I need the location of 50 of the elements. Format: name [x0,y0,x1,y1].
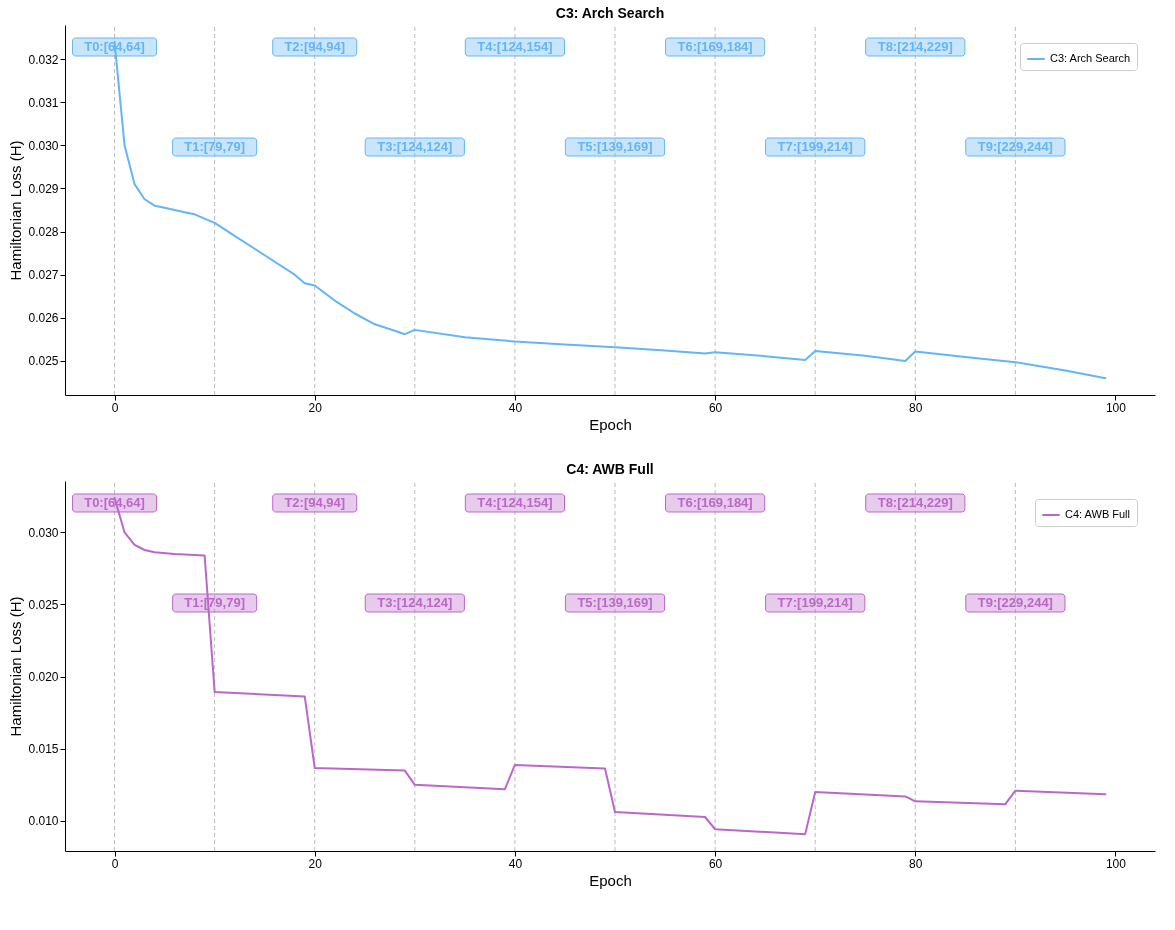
x-tick-label: 60 [708,856,723,871]
annotation: T5:[139,169] [577,595,653,610]
annotation: T9:[229,244] [977,139,1053,154]
y-tick-label: 0.030 [28,138,59,153]
y-tick-label: 0.029 [28,181,59,196]
annotation: T8:[214,229] [877,495,953,510]
y-tick-label: 0.025 [28,354,59,369]
y-tick-label: 0.031 [28,95,59,110]
x-tick-label: 100 [1105,400,1127,415]
annotation: T4:[124,154] [477,39,553,54]
annotation: T7:[199,214] [777,595,853,610]
y-tick-label: 0.010 [28,814,59,829]
x-tick-label: 40 [508,400,523,415]
x-tick-label: 60 [708,400,723,415]
x-tick-label: 0 [111,400,119,415]
annotation: T5:[139,169] [577,139,653,154]
annotation: T3:[124,124] [377,595,453,610]
y-tick-label: 0.025 [28,597,59,612]
y-tick-label: 0.015 [28,742,59,757]
x-tick-label: 80 [909,400,923,415]
x-tick-label: 20 [308,856,323,871]
legend-label: C3: Arch Search [1050,52,1131,64]
y-tick-label: 0.027 [28,268,59,283]
y-axis-title: Hamiltonian Loss (H) [7,140,25,281]
x-axis-title: Epoch [589,871,632,889]
annotation: T2:[94,94] [284,495,346,510]
y-tick-label: 0.026 [28,311,59,326]
annotation: T7:[199,214] [777,139,853,154]
annotation: T1:[79,79] [184,139,245,154]
annotation: T8:[214,229] [877,39,953,54]
annotation: T4:[124,154] [477,495,553,510]
y-tick-label: 0.020 [28,670,59,685]
y-tick-label: 0.032 [28,52,59,67]
annotation: T6:[169,184] [677,495,753,510]
x-tick-label: 100 [1105,856,1127,871]
annotation: T6:[169,184] [677,39,753,54]
annotation: T9:[229,244] [977,595,1053,610]
chart-title: C4: AWB Full [566,460,654,477]
y-tick-label: 0.030 [28,525,59,540]
chart-title: C3: Arch Search [555,4,665,21]
x-tick-label: 0 [111,856,119,871]
x-tick-label: 20 [308,400,323,415]
legend-label: C4: AWB Full [1065,508,1130,520]
y-axis-title: Hamiltonian Loss (H) [7,596,25,737]
x-tick-label: 80 [909,856,923,871]
annotation: T3:[124,124] [377,139,453,154]
x-tick-label: 40 [508,856,523,871]
y-tick-label: 0.028 [28,225,59,240]
annotation: T2:[94,94] [284,39,346,54]
x-axis-title: Epoch [589,415,632,433]
